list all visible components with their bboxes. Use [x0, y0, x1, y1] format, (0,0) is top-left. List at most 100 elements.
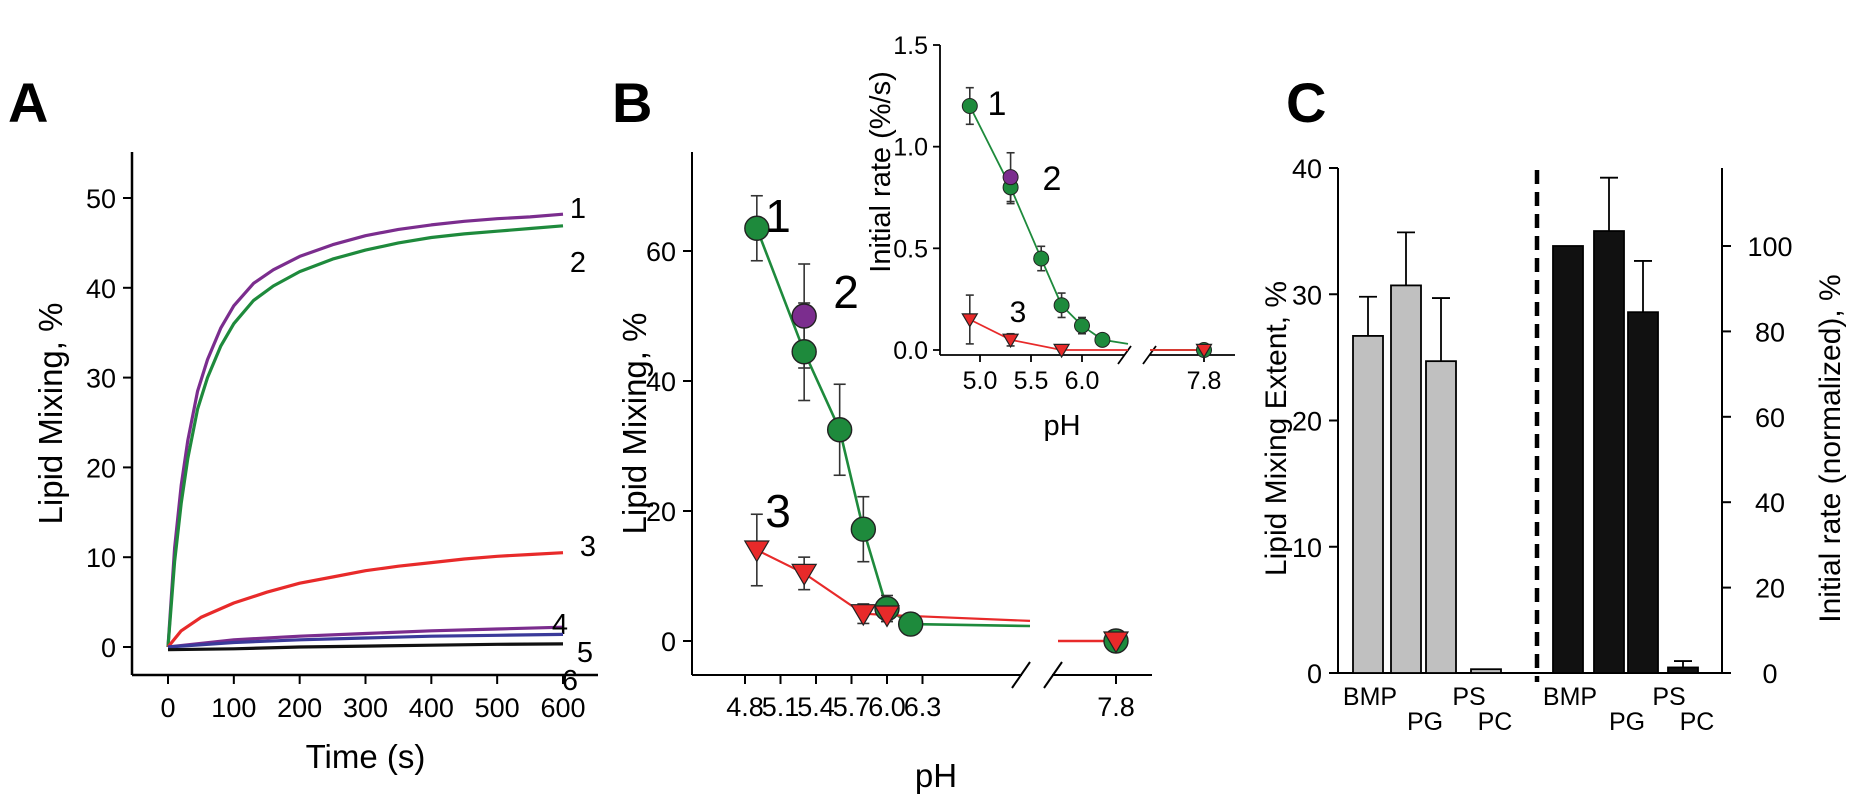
- x-tick-label: 500: [475, 693, 520, 723]
- left-y-tick-label: 40: [1292, 154, 1322, 184]
- series-3-point: [743, 540, 770, 563]
- panel-b-inset-chart: 5.0 5.5 6.0 7.8 0.0 0.5 1.0 1.5 pH Initial rate (…: [865, 32, 1235, 442]
- inset-y-tick-label: 0.0: [893, 337, 928, 365]
- bar-rate-ps: [1627, 311, 1659, 674]
- y-tick-label: 30: [86, 364, 116, 394]
- series-1-curve: [166, 212, 564, 648]
- inset-series-1-point: [961, 98, 978, 114]
- inset-series-3-point: [961, 313, 979, 328]
- inset-axis-break-mark: [1142, 345, 1157, 365]
- x-tick-label: 200: [277, 693, 322, 723]
- y-tick-label: 0: [661, 627, 676, 657]
- bar-rate-pc: [1667, 666, 1699, 674]
- category-label: PC: [1680, 708, 1715, 736]
- left-y-tick-label: 30: [1292, 280, 1322, 310]
- series-4-label: 4: [552, 609, 568, 641]
- bar-extent-ps: [1425, 360, 1457, 674]
- series-4-curve: [167, 625, 564, 649]
- x-axis-label: pH: [915, 757, 957, 794]
- inset-series-3-point: [1053, 343, 1071, 359]
- series-3-point: [1102, 631, 1130, 654]
- series-3-point: [850, 604, 877, 627]
- right-y-tick-label: 60: [1755, 403, 1785, 433]
- category-label: BMP: [1343, 683, 1397, 711]
- inset-y-axis-label: Initial rate (%/s): [865, 71, 897, 272]
- x-tick-label: 100: [211, 693, 256, 723]
- inset-series-2-point: [1002, 169, 1019, 186]
- inset-series-1-point: [1033, 250, 1050, 267]
- inset-y-tick-label: 1.0: [893, 134, 928, 162]
- inset-series-1-point: [1053, 297, 1070, 314]
- inset-series-3-label: 3: [1010, 296, 1027, 329]
- x-tick-label: 5.1: [762, 692, 800, 722]
- x-tick-label: 5.7: [833, 692, 871, 722]
- category-label: PS: [1452, 683, 1485, 711]
- series-1-point: [850, 516, 877, 542]
- series-1-point: [744, 215, 770, 241]
- inset-y-tick-label: 1.5: [893, 32, 928, 60]
- left-y-tick-label: 0: [1307, 659, 1322, 689]
- x-axis-label: Time (s): [306, 738, 426, 775]
- x-tick-label: 6.3: [904, 692, 942, 722]
- inset-series-1-point: [1074, 317, 1090, 334]
- category-label: BMP: [1543, 683, 1597, 711]
- series-2-label: 2: [570, 247, 586, 279]
- inset-x-tick-label: 5.5: [1014, 367, 1049, 395]
- category-label: PG: [1609, 708, 1645, 736]
- inset-x-tick-label: 7.8: [1187, 367, 1222, 395]
- series-1-point: [897, 611, 924, 637]
- bar-rate-bmp: [1552, 245, 1584, 674]
- x-tick-label: 400: [409, 693, 454, 723]
- x-tick-label: 5.4: [797, 692, 835, 722]
- x-tick-label: 7.8: [1097, 692, 1135, 722]
- y-tick-label: 20: [86, 453, 116, 483]
- inset-axis-break-mark: [1117, 345, 1132, 365]
- inset-series-1-line: [968, 105, 1129, 345]
- y-axis-label: Lipid Mixing, %: [32, 303, 69, 525]
- panel-a-chart: 0 100 200 300 400 500 600 0 10 20 30 40 50 Time (s) Li…: [32, 152, 598, 775]
- series-3-point: [873, 605, 901, 628]
- right-y-tick-label: 20: [1755, 574, 1785, 604]
- y-axis-label: Lipid Mixing, %: [616, 313, 653, 535]
- right-y-axis-label: Initial rate (normalized), %: [1814, 274, 1847, 622]
- inset-series-2-label: 2: [1043, 160, 1062, 198]
- panel-c-chart: 0 10 20 30 40 0 20 40 60 80 100 Lipid Mixing Extent…: [1260, 154, 1847, 736]
- category-label: PC: [1478, 708, 1513, 736]
- x-tick-label: 300: [343, 693, 388, 723]
- category-label: PS: [1652, 683, 1685, 711]
- x-tick-label: 4.8: [726, 692, 764, 722]
- series-6-curve: [167, 642, 564, 652]
- y-tick-label: 20: [646, 497, 676, 527]
- inset-y-tick-label: 0.5: [893, 235, 928, 263]
- panel-label-c: C: [1286, 71, 1326, 134]
- series-1-point: [791, 339, 817, 365]
- left-y-tick-label: 10: [1292, 533, 1322, 563]
- series-2-point: [791, 303, 817, 329]
- left-y-tick-label: 20: [1292, 407, 1322, 437]
- y-tick-label: 40: [86, 274, 116, 304]
- series-1-label: 1: [570, 193, 586, 225]
- bar-extent-bmp: [1352, 335, 1384, 674]
- y-tick-label: 50: [86, 184, 116, 214]
- series-3-label: 3: [765, 485, 791, 537]
- y-tick-label: 10: [86, 543, 116, 573]
- series-3-label: 3: [580, 531, 596, 563]
- x-tick-label: 0: [160, 693, 175, 723]
- right-y-tick-label: 100: [1747, 232, 1792, 262]
- panel-label-a: A: [8, 71, 48, 134]
- series-3-curve: [166, 551, 564, 649]
- inset-series-3-point: [1002, 333, 1020, 349]
- x-tick-label: 6.0: [868, 692, 906, 722]
- series-1-point: [826, 417, 853, 443]
- series-6-label: 6: [562, 665, 578, 697]
- axis-break-mark: [1011, 661, 1031, 689]
- axis-break-mark: [1043, 661, 1063, 689]
- series-5-curve: [167, 632, 564, 649]
- right-y-tick-label: 80: [1755, 317, 1785, 347]
- inset-x-tick-label: 6.0: [1065, 367, 1100, 395]
- bar-extent-pg: [1390, 284, 1422, 674]
- inset-x-tick-label: 5.0: [963, 367, 998, 395]
- inset-series-3-point: [1195, 343, 1213, 359]
